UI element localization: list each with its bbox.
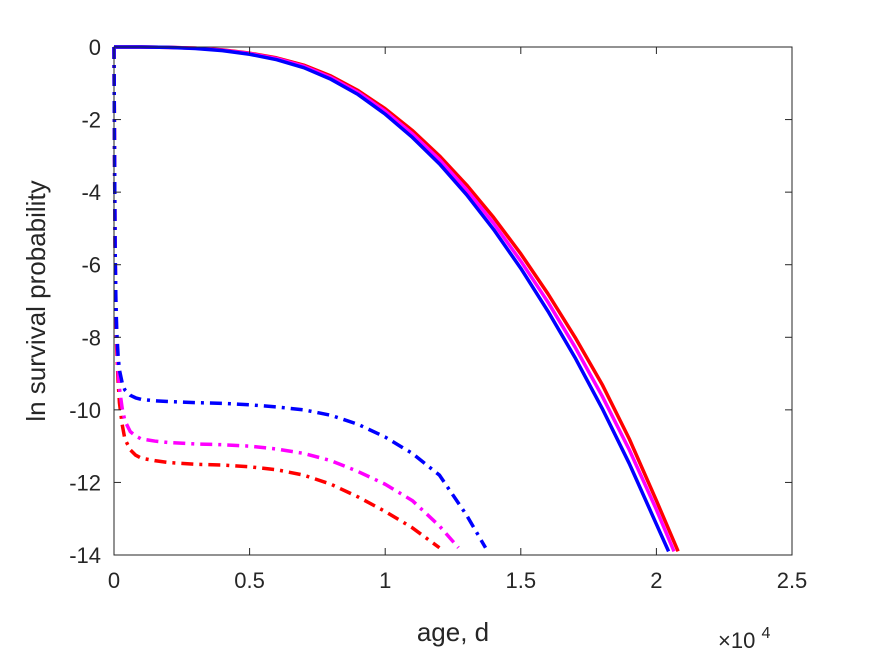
y-tick-label: -10: [69, 398, 101, 423]
axes-box: [113, 46, 793, 556]
x-axis-label: age, d: [417, 617, 489, 647]
plot-area: [114, 47, 792, 555]
x-axis-exponent: ×10 4: [718, 625, 770, 653]
y-tick-label: -2: [81, 108, 101, 133]
x-tick-label: 1: [379, 568, 391, 593]
series-line-3: [114, 45, 671, 553]
x-tick-label: 0: [108, 568, 120, 593]
x-exponent-base: ×10: [718, 628, 755, 653]
y-tick-label: -4: [81, 180, 101, 205]
y-axis-label: ln survival probability: [21, 180, 51, 421]
series-layer: [112, 45, 680, 553]
x-tick-label: 1.5: [506, 568, 537, 593]
y-tick-label: -6: [81, 253, 101, 278]
y-tick-label: 0: [89, 35, 101, 60]
axes-layer: [113, 46, 793, 556]
ticks-layer: 0 0.5 1 1.5 2 2.5 0 -2 -4 -6 -8 -10 -12 -14: [69, 35, 807, 593]
series-line-6: [112, 46, 488, 549]
y-tick-label: -12: [69, 470, 101, 495]
series-line-4: [112, 46, 441, 550]
x-tick-label: 2: [650, 568, 662, 593]
x-tick-label: 2.5: [777, 568, 808, 593]
x-tick-label: 0.5: [234, 568, 265, 593]
y-tick-label: -14: [69, 543, 101, 568]
y-tick-label: -8: [81, 325, 101, 350]
x-exponent-power: 4: [761, 625, 770, 642]
